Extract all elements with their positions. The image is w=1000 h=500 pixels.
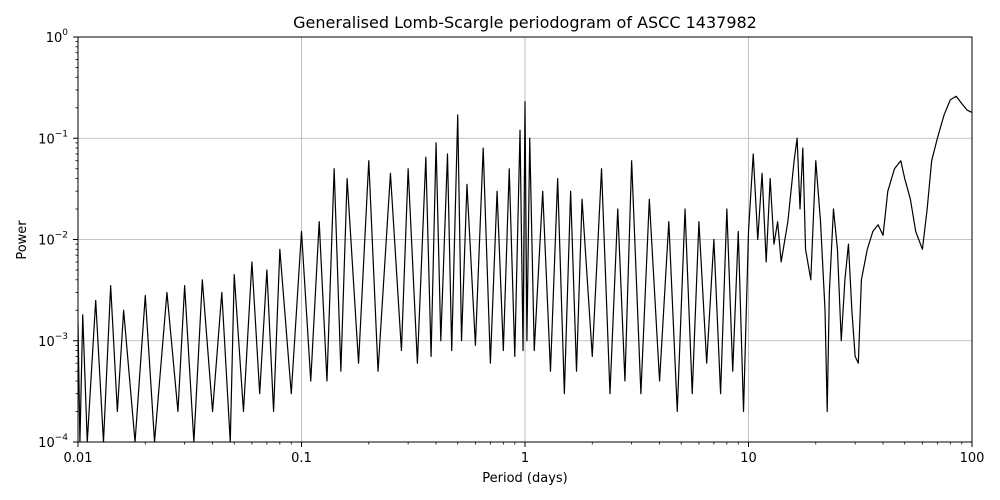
x-tick-label: 0.01 (64, 451, 93, 466)
x-axis-ticks: 0.01 0.1 1 10 100 (64, 442, 985, 466)
y-axis-label: Power (15, 220, 30, 260)
y-tick-label: 10−2 (38, 231, 68, 249)
chart-title: Generalised Lomb-Scargle periodogram of … (293, 13, 757, 32)
y-axis-ticks: 10−4 10−3 10−2 10−1 100 (38, 28, 78, 451)
x-tick-label: 100 (960, 451, 985, 466)
x-tick-label: 1 (521, 451, 529, 466)
periodogram-line (78, 95, 972, 442)
series-layer (78, 95, 972, 442)
x-tick-label: 10 (740, 451, 757, 466)
y-tick-label: 10−1 (38, 129, 68, 147)
y-tick-label: 10−4 (38, 433, 68, 451)
x-tick-label: 0.1 (291, 451, 312, 466)
y-tick-label: 10−3 (38, 332, 68, 350)
x-axis-label: Period (days) (482, 471, 568, 486)
y-tick-label: 100 (46, 28, 69, 46)
